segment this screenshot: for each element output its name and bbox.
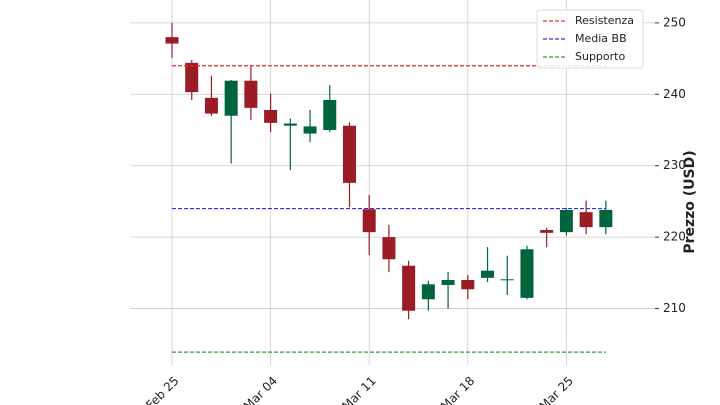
candle-body xyxy=(283,123,297,126)
x-tick-label: Mar 25 xyxy=(537,374,576,405)
candle-body xyxy=(520,249,534,298)
candle-body xyxy=(500,279,514,281)
legend-box xyxy=(536,9,644,69)
candle-body xyxy=(481,270,495,278)
candle-body xyxy=(165,37,179,44)
candle-body xyxy=(421,284,435,300)
candle-body xyxy=(244,80,258,108)
candle-body xyxy=(185,62,199,93)
y-tick-label: 250 xyxy=(663,15,686,29)
candle-body xyxy=(559,210,573,233)
candle-body xyxy=(402,265,416,311)
y-tick-label: 220 xyxy=(663,230,686,244)
x-tick-label: Feb 25 xyxy=(143,374,181,405)
legend-label: Media BB xyxy=(575,32,627,45)
candle-body xyxy=(224,80,238,116)
candle-body xyxy=(323,100,337,130)
y-tick-label: 240 xyxy=(663,87,686,101)
candle-body xyxy=(362,209,376,233)
candle-body xyxy=(441,280,455,285)
candle-body xyxy=(540,230,554,233)
candle-body xyxy=(382,237,396,260)
y-tick-label: 230 xyxy=(663,158,686,172)
x-tick-label: Mar 18 xyxy=(438,374,477,405)
x-tick-label: Mar 04 xyxy=(241,374,280,405)
x-tick-label: Mar 11 xyxy=(339,374,378,405)
candle-body xyxy=(264,110,278,123)
y-tick-label: 210 xyxy=(663,301,686,315)
candle-body xyxy=(303,126,317,134)
candle-body xyxy=(461,280,475,290)
legend-label: Supporto xyxy=(575,50,625,63)
candle-body xyxy=(342,125,356,183)
legend-label: Resistenza xyxy=(575,14,634,27)
y-axis-label: Prezzo (USD) xyxy=(682,150,698,253)
candle-body xyxy=(204,97,218,114)
candle-body xyxy=(599,210,613,228)
candle-body xyxy=(579,212,593,228)
